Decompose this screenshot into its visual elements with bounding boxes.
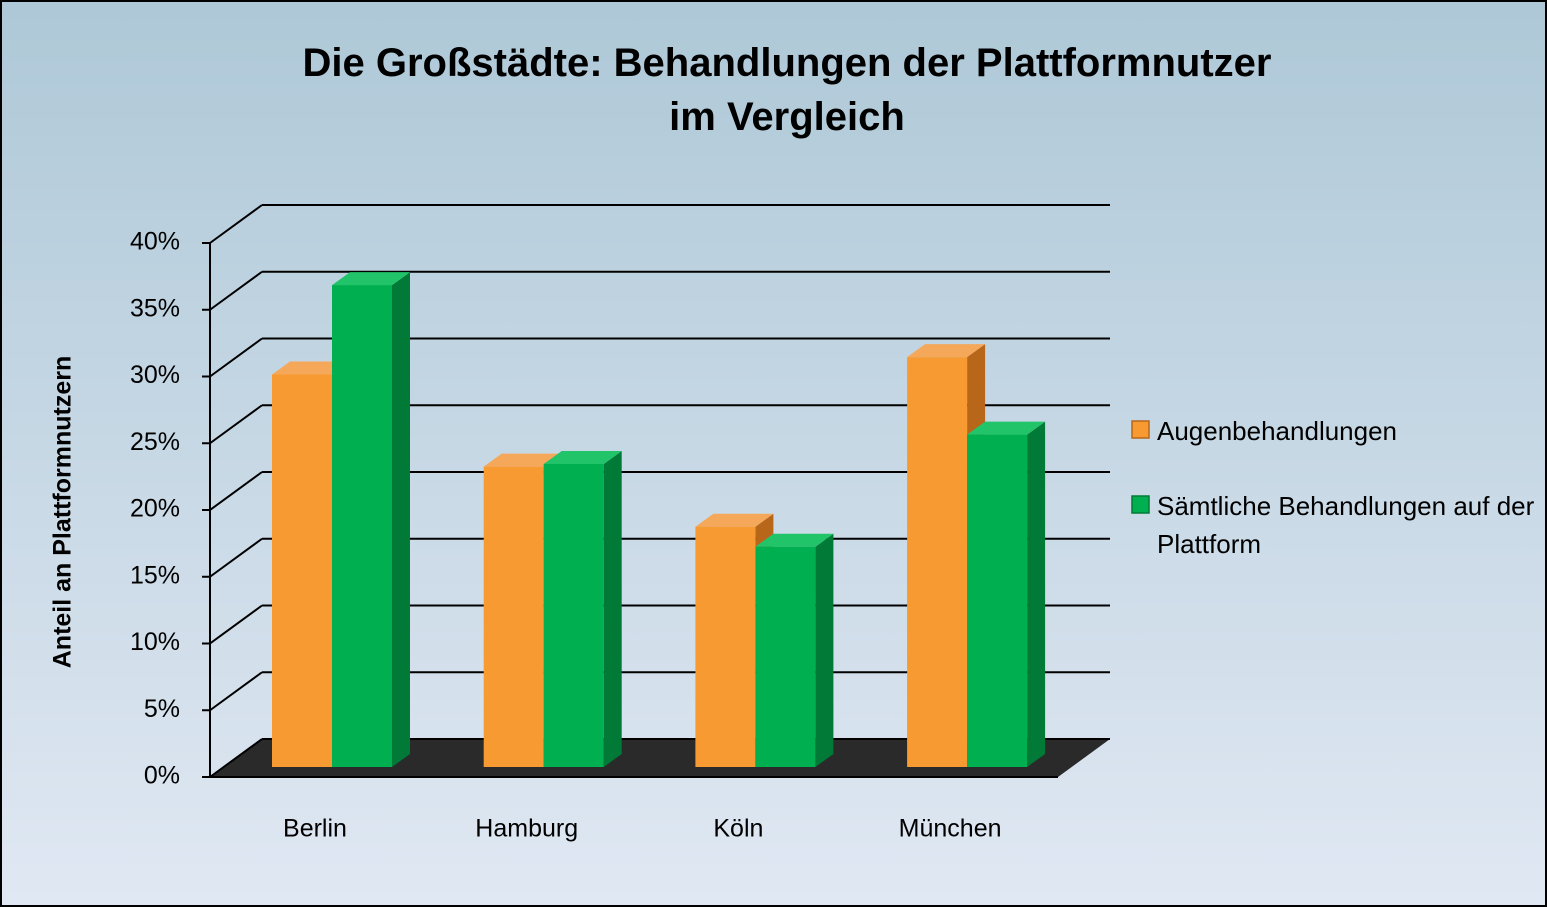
grid-diagonal [209,471,263,511]
bar-top [907,344,986,358]
bar-top [967,421,1046,435]
bar [907,357,968,767]
bar-top [543,450,622,464]
bar [755,546,816,767]
y-tick-label: 40% [130,228,180,256]
x-tick-label: Hamburg [475,815,578,843]
bar [695,526,756,767]
grid-diagonal [209,738,263,778]
legend-label: Augenbehandlungen [1157,416,1398,446]
bar-side [1027,421,1046,767]
bar-top [332,272,410,286]
grid-diagonal [209,537,263,578]
floor [210,739,1110,777]
y-axis-label: Anteil an Plattformnutzern [49,356,77,669]
bar-side [815,533,834,767]
bar-side [603,450,622,767]
legend-swatch [1131,420,1150,439]
legend-swatch [1131,495,1150,514]
grid-diagonal [209,204,263,244]
y-tick-label: 10% [130,628,180,656]
bar-top [755,533,834,547]
grid-diagonal [209,270,263,311]
x-tick-label: München [899,815,1002,843]
bar-top [483,453,562,467]
grid-diagonal [209,337,263,378]
y-tick-label: 15% [130,561,180,589]
y-tick-label: 20% [130,495,180,523]
grid-diagonal [209,404,263,445]
x-tick-label: Köln [713,815,763,843]
bar-top [695,513,774,527]
bar [543,463,604,767]
y-tick-label: 0% [144,762,180,790]
bar [332,285,392,767]
y-tick-label: 35% [130,294,180,322]
grid-diagonal [209,604,263,645]
bar [272,374,332,767]
y-tick-label: 30% [130,361,180,389]
bar [483,466,544,767]
y-tick-label: 5% [144,695,180,723]
bar-side [392,272,410,767]
chart-title: Die Großstädte: Behandlungen der Plattfo… [302,41,1272,139]
legend-label: Sämtliche Behandlungen auf der Plattform [1157,491,1535,559]
y-tick-label: 25% [130,428,180,456]
bar-top [272,361,350,375]
x-tick-label: Berlin [283,815,347,843]
bar [967,434,1028,767]
grid-diagonal [209,671,263,712]
